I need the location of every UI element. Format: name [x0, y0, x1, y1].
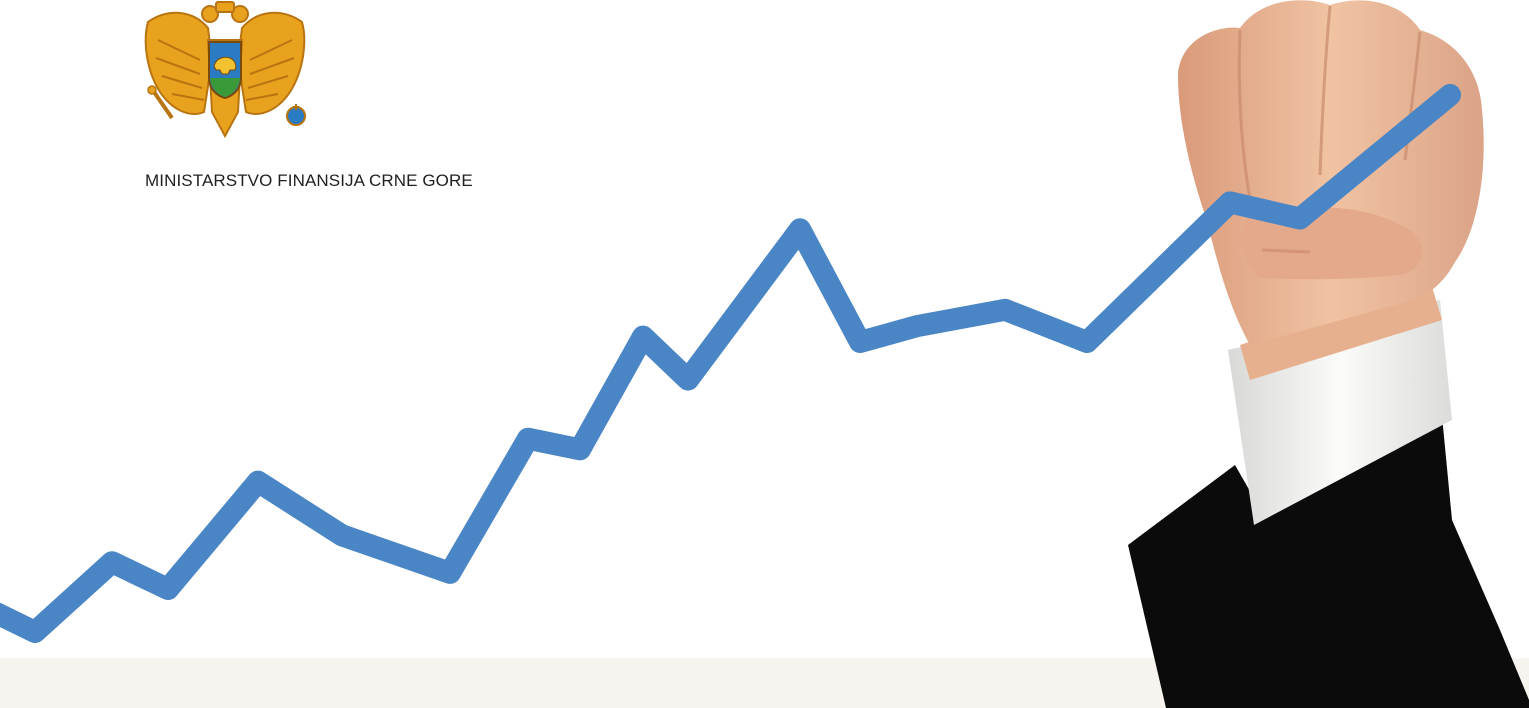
rising-trend-line: [0, 84, 1461, 643]
suit-sleeve: [1128, 395, 1529, 708]
ministry-name: MINISTARSTVO FINANSIJA CRNE GORE: [145, 171, 473, 190]
montenegro-coat-of-arms-icon: [144, 1, 306, 139]
hand-fist: [1178, 0, 1484, 345]
